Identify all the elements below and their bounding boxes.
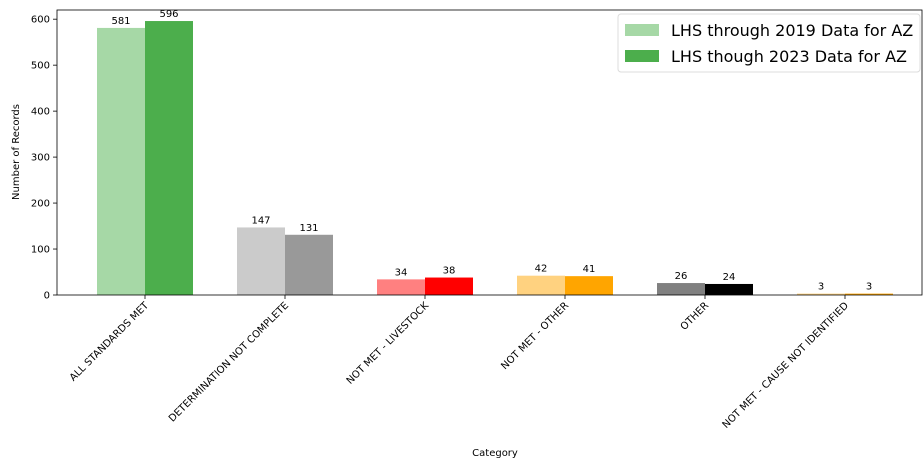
legend-swatch [625, 50, 659, 62]
bar-value-label: 596 [159, 9, 178, 20]
bar [285, 234, 333, 295]
bars [97, 21, 893, 295]
bar-value-label: 147 [251, 215, 270, 226]
bar-value-label: 38 [443, 266, 456, 277]
bar [845, 293, 893, 295]
legend-label: LHS through 2019 Data for AZ [671, 21, 913, 40]
bar-value-label: 41 [583, 264, 596, 275]
bar-value-label: 34 [395, 267, 408, 278]
legend-swatch [625, 24, 659, 36]
bar-value-label: 42 [535, 264, 548, 275]
bar-value-label: 3 [818, 282, 824, 293]
bar-value-label: 3 [866, 282, 872, 293]
y-tick-label: 500 [31, 61, 50, 72]
bar [145, 21, 193, 295]
x-tick-label: NOT MET - OTHER [499, 300, 571, 372]
y-tick-label: 100 [31, 245, 50, 256]
legend-box [617, 13, 921, 73]
bar [377, 279, 425, 295]
plot-frame [56, 9, 923, 296]
y-axis: 0 100 200 300 400 500 600 [31, 15, 57, 302]
bar [657, 283, 705, 295]
bar-value-label: 24 [723, 272, 736, 283]
y-tick-label: 300 [31, 153, 50, 164]
x-axis: ALL STANDARDS MET DETERMINATION NOT COMPL… [68, 295, 851, 431]
x-tick-label: OTHER [679, 300, 711, 332]
x-tick-label: DETERMINATION NOT COMPLETE [167, 300, 291, 424]
bar [425, 277, 473, 295]
bar-value-labels: 581 596 147 131 34 38 42 41 26 24 3 3 [111, 9, 872, 293]
bar-value-label: 131 [299, 223, 318, 234]
bar [565, 276, 613, 295]
bar-value-label: 26 [675, 271, 688, 282]
x-tick-label: NOT MET - CAUSE NOT IDENTIFIED [721, 300, 852, 431]
x-axis-title: Category [472, 448, 518, 459]
bar [517, 275, 565, 295]
y-tick-label: 0 [44, 291, 50, 302]
y-tick-label: 200 [31, 199, 50, 210]
y-tick-label: 600 [31, 15, 50, 26]
bar-value-label: 581 [111, 16, 130, 27]
y-tick-label: 400 [31, 107, 50, 118]
legend: LHS through 2019 Data for AZ LHS though 2… [617, 13, 921, 73]
x-tick-label: NOT MET - LIVESTOCK [345, 300, 432, 387]
bar [237, 227, 285, 295]
bar [797, 293, 845, 295]
bar [97, 27, 145, 295]
y-axis-title: Number of Records [11, 104, 22, 200]
x-tick-label: ALL STANDARDS MET [68, 300, 152, 384]
legend-label: LHS though 2023 Data for AZ [671, 47, 907, 66]
bar [705, 283, 753, 295]
